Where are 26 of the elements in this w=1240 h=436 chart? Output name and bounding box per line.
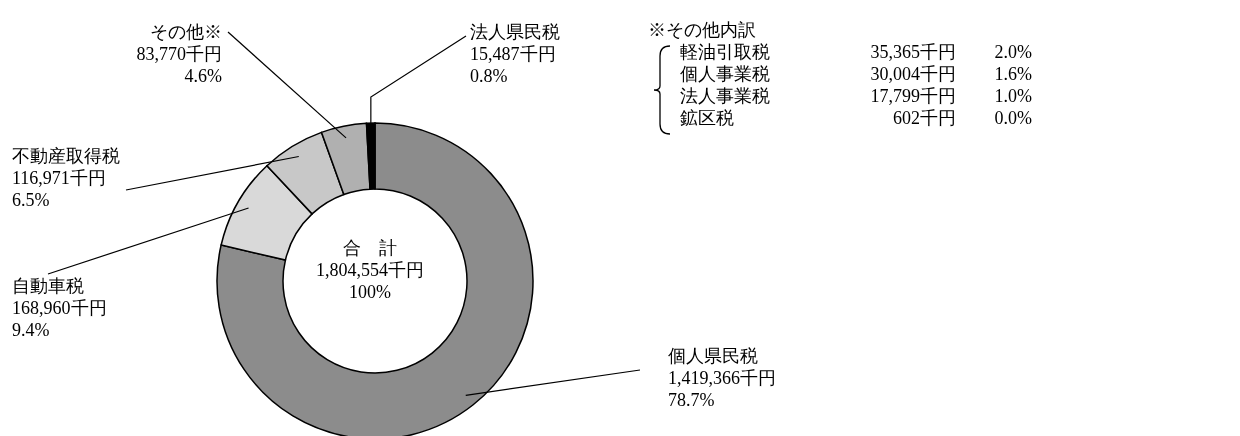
text: 30,004千円: [870, 64, 956, 84]
data-label: 116,971千円 6.5%: [12, 168, 106, 210]
text: ※その他内訳: [648, 20, 756, 40]
slice-label: 不動産取得税: [12, 146, 120, 166]
text: 35,365千円: [870, 42, 956, 62]
text: 個人事業税: [680, 64, 770, 84]
data-label: 83,770千円 4.6%: [136, 44, 222, 86]
slice-label: 個人県民税: [668, 346, 758, 366]
text: 法人事業税: [680, 86, 770, 106]
data-label: 168,960千円 9.4%: [12, 298, 107, 340]
text: 鉱区税: [680, 108, 734, 128]
text: 17,799千円: [870, 86, 956, 106]
text: 0.0%: [994, 108, 1032, 128]
text: 2.0%: [994, 42, 1032, 62]
text: 1,804,554千円: [316, 260, 424, 280]
slice-label: その他※: [150, 22, 222, 42]
text: 合 計: [343, 238, 397, 258]
text: 1.0%: [994, 86, 1032, 106]
slice-label: 自動車税: [12, 276, 84, 296]
text: 100%: [349, 282, 391, 302]
text: 1.6%: [994, 64, 1032, 84]
slice-label: 法人県民税: [470, 22, 560, 42]
data-label: 1,419,366千円 78.7%: [668, 368, 776, 410]
text: 軽油引取税: [680, 42, 770, 62]
text: 602千円: [893, 108, 956, 128]
data-label: 15,487千円 0.8%: [470, 44, 556, 86]
